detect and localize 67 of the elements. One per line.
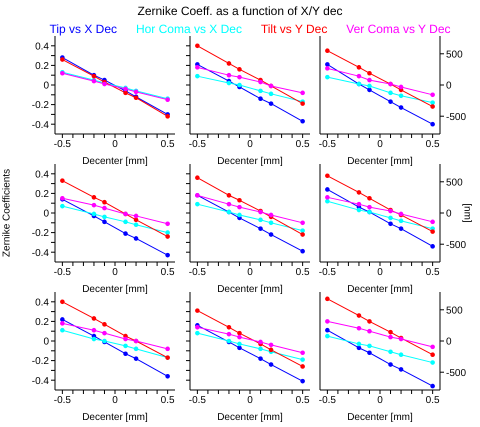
y-axis-title: Zernike Coefficients <box>2 168 13 258</box>
x-tick-label: 0 <box>377 139 384 150</box>
x-tick-label: -0.5 <box>188 139 206 150</box>
x-axis-title: Decenter [mm] <box>217 156 284 167</box>
x-tick-label: -0.5 <box>54 267 72 278</box>
x-tick-label: 0.5 <box>296 395 310 406</box>
x-axis-title: Decenter [mm] <box>82 284 148 295</box>
x-tick-label: 0.5 <box>296 139 310 150</box>
x-tick-label: -0.5 <box>188 267 206 278</box>
x-tick-label: 0 <box>247 395 254 406</box>
y2-axis-title: [nm] <box>461 203 472 223</box>
x-tick-label: 0.5 <box>296 267 310 278</box>
x-tick-label: 0.5 <box>426 395 440 406</box>
x-tick-label: -0.5 <box>188 395 206 406</box>
x-tick-label: 0 <box>112 267 118 278</box>
x-tick-label: -0.5 <box>54 395 72 406</box>
text: Zernike Coeff. as a function of X/Y dec <box>136 4 344 18</box>
x-axis-title: Decenter [mm] <box>82 412 148 423</box>
y-tick-label: -0.4 <box>32 120 50 131</box>
y-tick-label: 0 <box>43 336 50 348</box>
x-tick-label: 0.5 <box>160 139 176 150</box>
y2-tick-label: 500 <box>446 49 464 60</box>
y-tick-label: 0.4 <box>35 297 50 308</box>
text: Hor Coma vs X Dec <box>136 22 242 36</box>
y-tick-label: -0.2 <box>32 100 50 112</box>
x-tick-label: 0.5 <box>426 139 440 150</box>
y2-tick-label: 0 <box>446 336 452 348</box>
y2-tick-label: -500 <box>446 368 466 379</box>
y-tick-label: -0.4 <box>32 248 50 259</box>
x-tick-label: -0.5 <box>318 139 336 150</box>
y-tick-label: 0.2 <box>35 316 50 328</box>
y-tick-label: 0.2 <box>35 60 50 72</box>
x-axis-title: Decenter [mm] <box>217 412 284 423</box>
y-tick-label: 0.4 <box>35 169 50 180</box>
x-tick-label: -0.5 <box>318 267 336 278</box>
x-tick-label: 0.5 <box>160 267 176 278</box>
x-tick-label: 0 <box>247 267 254 278</box>
y-tick-label: -0.4 <box>32 376 50 387</box>
text: Tilt vs Y Dec <box>260 22 328 36</box>
x-tick-label: 0 <box>112 395 118 406</box>
x-tick-label: -0.5 <box>318 395 336 406</box>
series-label: Tip vs X Dec <box>49 22 118 36</box>
x-axis-title: Decenter [mm] <box>82 156 148 167</box>
y2-tick-label: 0 <box>446 208 452 220</box>
x-tick-label: 0 <box>377 395 384 406</box>
x-tick-label: 0.5 <box>426 267 440 278</box>
x-axis-title: Decenter [mm] <box>347 284 414 295</box>
x-axis-title: Decenter [mm] <box>347 156 414 167</box>
text: Ver Coma vs Y Dec <box>346 22 451 36</box>
y2-tick-label: -500 <box>446 240 466 251</box>
y2-tick-label: -500 <box>446 112 466 123</box>
y-tick-label: -0.2 <box>32 356 50 368</box>
x-tick-label: 0 <box>377 267 384 278</box>
y-tick-label: 0.2 <box>35 188 50 200</box>
y2-tick-label: 500 <box>446 177 464 188</box>
y-tick-label: 0 <box>43 208 50 220</box>
x-tick-label: 0 <box>247 139 254 150</box>
x-tick-label: 0 <box>112 139 118 150</box>
x-axis-title: Decenter [mm] <box>347 412 414 423</box>
y-tick-label: 0.4 <box>35 41 50 52</box>
x-tick-label: -0.5 <box>54 139 72 150</box>
y2-tick-label: 500 <box>446 305 464 316</box>
x-tick-label: 0.5 <box>160 395 176 406</box>
y2-tick-label: 0 <box>446 80 452 92</box>
x-axis-title: Decenter [mm] <box>217 284 284 295</box>
y-tick-label: -0.2 <box>32 228 50 240</box>
y-tick-label: 0 <box>43 80 50 92</box>
